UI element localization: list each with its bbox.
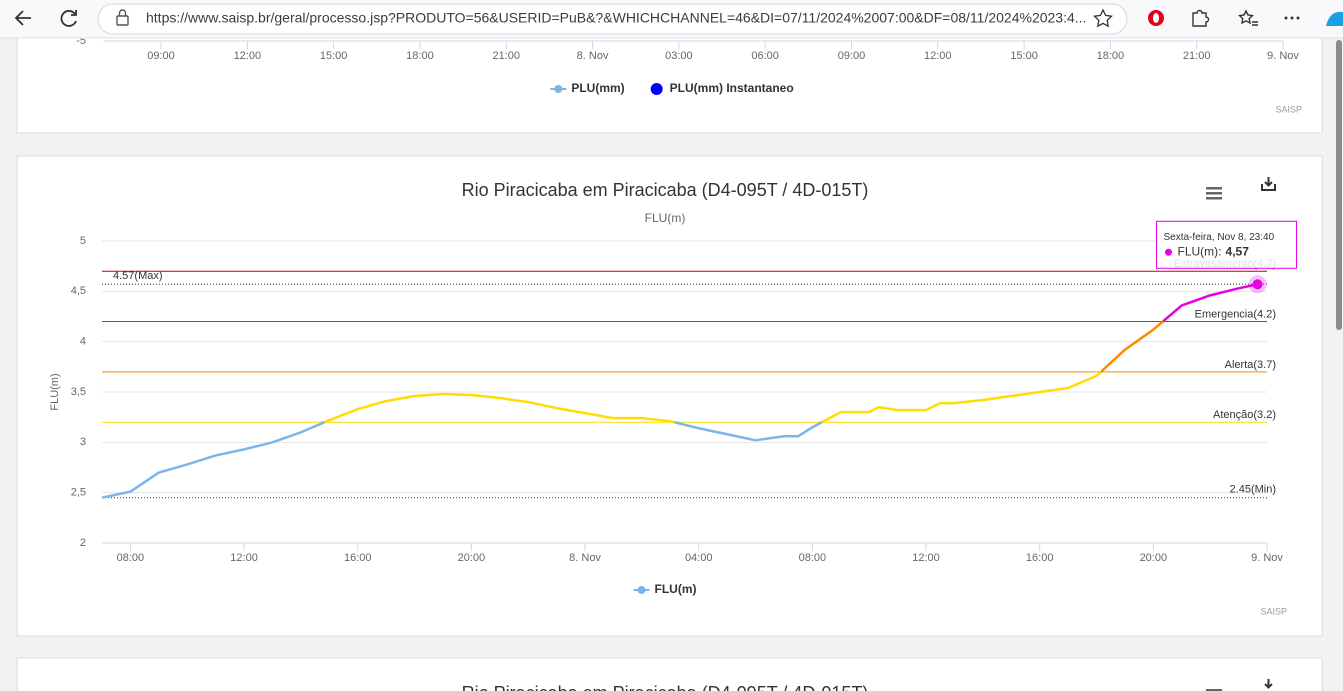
legend: PLU(mm) PLU(mm) Instantaneo xyxy=(550,81,794,95)
scrollbar-thumb[interactable] xyxy=(1336,40,1342,330)
copilot-button[interactable] xyxy=(1326,11,1343,26)
chart-subtitle: FLU(m) xyxy=(645,211,686,225)
x-tick-label: 9. Nov xyxy=(1267,50,1299,62)
legend: FLU(m) xyxy=(633,582,697,596)
tooltip-text: FLU(m): 4,57 xyxy=(1178,244,1250,258)
tooltip-series: FLU(m): xyxy=(1178,244,1222,258)
credits: SAISP xyxy=(1275,104,1302,114)
tooltip-value: 4,57 xyxy=(1226,244,1250,258)
legend-symbol xyxy=(554,85,563,93)
browser-toolbar: https://www.saisp.br/geral/processo.jsp?… xyxy=(0,0,1343,39)
charts: -5 09:00 12:00 15:00 18:00 21:00 8. Nov 03:00 06… xyxy=(49,35,1302,691)
x-tick-label: 04:00 xyxy=(685,552,713,564)
x-tick-label: 06:00 xyxy=(751,50,779,62)
chart-panel xyxy=(16,657,1323,691)
legend-symbol xyxy=(637,586,646,594)
legend-label: FLU(m) xyxy=(655,582,697,596)
y-tick-label: 2,5 xyxy=(71,487,86,499)
x-tick-label: 09:00 xyxy=(147,50,175,62)
chart-title: Rio Piracicaba em Piracicaba (D4-095T / … xyxy=(462,683,869,691)
x-tick-label: 08:00 xyxy=(117,552,145,564)
x-tick-label: 16:00 xyxy=(344,552,372,564)
menu-icon[interactable] xyxy=(1206,689,1222,691)
x-tick-label: 15:00 xyxy=(1010,50,1038,62)
x-tick-label: 20:00 xyxy=(1140,552,1168,564)
x-tick-label: 09:00 xyxy=(838,50,866,62)
x-tick-label: 12:00 xyxy=(230,552,258,564)
reload-button[interactable] xyxy=(60,10,77,27)
x-tick-label: 8. Nov xyxy=(569,552,601,564)
legend-item: FLU(m) xyxy=(633,582,697,596)
x-tick-label: 08:00 xyxy=(799,552,827,564)
tooltip-box xyxy=(1156,220,1298,269)
x-tick-label: 18:00 xyxy=(406,50,434,62)
menu-icon[interactable] xyxy=(1206,187,1222,200)
download-icon[interactable] xyxy=(1264,679,1273,689)
x-tick-label: 21:00 xyxy=(1183,50,1211,62)
y-tick-label: 3,5 xyxy=(71,386,86,398)
credits: SAISP xyxy=(1260,606,1287,616)
y-tick-label: 4,5 xyxy=(71,285,86,297)
extensions-button[interactable] xyxy=(1192,9,1210,27)
y-tick-label: 2 xyxy=(80,537,86,549)
x-tick-label: 21:00 xyxy=(492,50,520,62)
y-tick-label: 4 xyxy=(80,336,86,348)
y-tick-label: 3 xyxy=(80,436,86,448)
tooltip-header: Sexta-feira, Nov 8, 23:40 xyxy=(1164,232,1275,243)
x-tick-label: 16:00 xyxy=(1026,552,1054,564)
plot-line-label: Atenção(3.2) xyxy=(1213,409,1276,421)
legend-item: PLU(mm) xyxy=(550,81,625,95)
x-tick-label: 18:00 xyxy=(1097,50,1125,62)
hover-marker xyxy=(1252,279,1263,290)
series-line xyxy=(101,283,1258,499)
plot-line-label: Emergencia(4.2) xyxy=(1195,308,1276,320)
chart-panel xyxy=(16,155,1323,637)
address-bar[interactable] xyxy=(97,3,1128,35)
tooltip-dot xyxy=(1165,248,1173,256)
plot-line-label: Alerta(3.7) xyxy=(1225,359,1276,371)
back-button[interactable] xyxy=(14,10,31,26)
x-tick-label: 20:00 xyxy=(458,552,486,564)
extension-icon[interactable] xyxy=(1148,10,1164,26)
download-icon[interactable] xyxy=(1261,177,1276,191)
scrollbar xyxy=(1334,39,1343,691)
y-tick-label: -5 xyxy=(76,35,86,47)
y-tick-label: 5 xyxy=(80,235,86,247)
more-button[interactable] xyxy=(1284,16,1300,20)
url[interactable]: https://www.saisp.br/geral/processo.jsp?… xyxy=(146,10,1086,26)
x-tick-label: 12:00 xyxy=(924,50,952,62)
legend-label: PLU(mm) xyxy=(571,81,624,95)
legend-label: PLU(mm) Instantaneo xyxy=(670,81,794,95)
x-tick-label: 03:00 xyxy=(665,50,693,62)
favorite-button[interactable] xyxy=(1093,8,1113,28)
x-tick-label: 12:00 xyxy=(234,50,262,62)
x-tick-label: 9. Nov xyxy=(1251,552,1283,564)
x-tick-label: 12:00 xyxy=(912,552,940,564)
legend-symbol xyxy=(650,83,663,95)
lock-icon[interactable] xyxy=(116,9,129,26)
y-axis-title: FLU(m) xyxy=(49,373,61,410)
chart-title: Rio Piracicaba em Piracicaba (D4-095T / … xyxy=(462,180,869,200)
chart-panel xyxy=(16,19,1323,134)
x-tick-label: 8. Nov xyxy=(577,50,609,62)
extreme-label: 2.45(Min) xyxy=(1230,484,1276,496)
x-tick-label: 15:00 xyxy=(320,50,348,62)
legend-item: PLU(mm) Instantaneo xyxy=(650,81,794,95)
extreme-label: 4.57(Max) xyxy=(113,270,163,282)
favorites-button[interactable] xyxy=(1238,9,1258,26)
